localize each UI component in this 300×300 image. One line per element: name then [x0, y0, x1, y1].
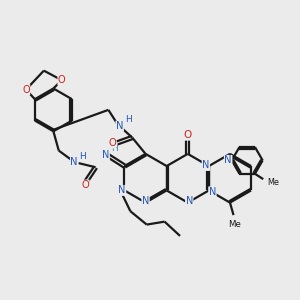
Text: O: O — [58, 75, 65, 85]
Text: H: H — [111, 144, 118, 153]
Text: N: N — [202, 160, 210, 170]
Text: Me: Me — [267, 178, 279, 187]
Text: N: N — [209, 187, 216, 197]
Text: N: N — [224, 155, 232, 165]
Text: Me: Me — [229, 220, 242, 230]
Text: N: N — [70, 157, 78, 167]
Text: H: H — [124, 115, 131, 124]
Text: O: O — [22, 85, 30, 95]
Text: O: O — [108, 138, 116, 148]
Text: N: N — [186, 196, 193, 206]
Text: O: O — [184, 130, 192, 140]
Text: N: N — [118, 185, 126, 195]
Text: O: O — [81, 180, 89, 190]
Text: N: N — [116, 121, 123, 131]
Text: N: N — [142, 196, 149, 206]
Text: N: N — [102, 150, 110, 160]
Text: H: H — [79, 152, 86, 161]
